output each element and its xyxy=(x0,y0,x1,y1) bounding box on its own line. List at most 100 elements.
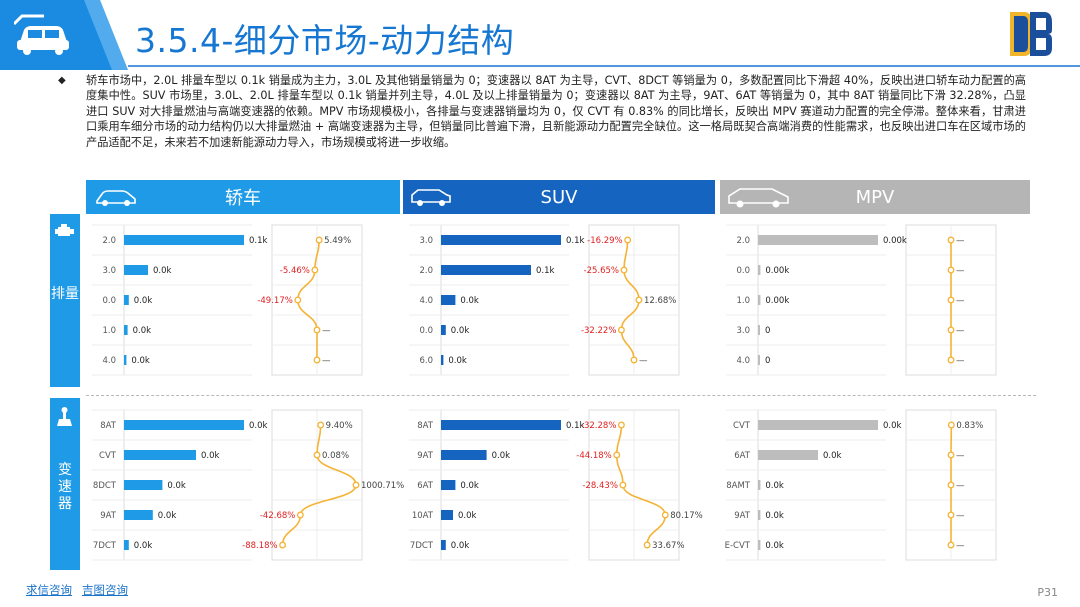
bar xyxy=(441,355,444,365)
growth-label: — xyxy=(956,541,965,551)
segment-header-suv: SUV xyxy=(403,180,715,214)
value-label: 0.0k xyxy=(451,541,470,551)
value-label: 0.0k xyxy=(249,421,268,431)
category-label: 9AT xyxy=(417,451,434,461)
bar xyxy=(441,450,487,460)
growth-label: — xyxy=(956,236,965,246)
growth-label: — xyxy=(322,356,331,366)
category-label: 6.0 xyxy=(419,356,433,366)
growth-point xyxy=(317,421,325,429)
growth-label: 0.83% xyxy=(956,421,983,431)
bar xyxy=(758,235,878,245)
growth-point xyxy=(617,421,625,429)
value-label: 0.0k xyxy=(492,451,511,461)
category-label: CVT xyxy=(99,451,117,461)
growth-label: -25.65% xyxy=(584,266,619,276)
sedan-icon xyxy=(96,190,136,206)
category-label: 9AT xyxy=(734,511,751,521)
bar xyxy=(124,265,148,275)
growth-point xyxy=(313,451,321,459)
category-label: 3.0 xyxy=(102,266,116,276)
growth-label: 33.67% xyxy=(652,541,684,551)
growth-label: -5.46% xyxy=(280,266,310,276)
growth-point xyxy=(947,541,955,549)
footer-link-qiuxin[interactable]: 求信咨询 xyxy=(26,583,72,597)
growth-label: 12.68% xyxy=(644,296,676,306)
bar xyxy=(441,510,453,520)
category-label: 3.0 xyxy=(736,326,750,336)
bar xyxy=(124,510,153,520)
value-label: 0.0k xyxy=(765,481,784,491)
category-label: 2.0 xyxy=(419,266,433,276)
growth-label: — xyxy=(322,326,331,336)
category-label: CVT xyxy=(733,421,751,431)
bar xyxy=(441,480,456,490)
growth-point xyxy=(947,421,955,429)
bar xyxy=(441,420,561,430)
bar xyxy=(758,265,761,275)
value-label: 0.1k xyxy=(536,266,555,276)
category-label: 0.0 xyxy=(419,326,433,336)
value-label: 0.0k xyxy=(460,296,479,306)
value-label: 0.0k xyxy=(451,326,470,336)
bar xyxy=(124,325,128,335)
growth-label: -16.29% xyxy=(587,236,622,246)
bar xyxy=(124,235,244,245)
growth-point xyxy=(947,266,955,274)
bar xyxy=(758,450,818,460)
growth-point xyxy=(624,236,632,244)
value-label: 0.0k xyxy=(458,511,477,521)
page-title: 3.5.4-细分市场-动力结构 xyxy=(135,21,515,60)
engine-icon xyxy=(55,224,74,236)
growth-point xyxy=(947,481,955,489)
bar xyxy=(758,325,760,335)
category-label: 10AT xyxy=(412,511,434,521)
growth-label: -42.68% xyxy=(260,511,295,521)
bar xyxy=(758,355,760,365)
value-label: 0.1k xyxy=(566,236,585,246)
category-label: 8DCT xyxy=(93,481,117,491)
growth-point xyxy=(620,266,628,274)
bar xyxy=(441,325,446,335)
row-label-displacement: 排量 xyxy=(51,286,79,302)
growth-label: -44.18% xyxy=(576,451,611,461)
growth-label: 1000.71% xyxy=(361,481,404,491)
value-label: 0.0k xyxy=(167,481,186,491)
footer-link-jitu[interactable]: 吉图咨询 xyxy=(82,583,128,597)
growth-point xyxy=(313,356,321,364)
growth-label: -28.43% xyxy=(582,481,617,491)
page-number: P31 xyxy=(1037,586,1058,599)
category-label: 2.0 xyxy=(736,236,750,246)
category-label: 7DCT xyxy=(93,541,117,551)
bar xyxy=(441,235,561,245)
category-label: 0.0 xyxy=(736,266,750,276)
growth-label: — xyxy=(956,326,965,336)
category-label: 1.0 xyxy=(736,296,750,306)
growth-point xyxy=(947,356,955,364)
value-label: 0.00k xyxy=(883,236,907,246)
growth-point xyxy=(279,541,287,549)
value-label: 0.00k xyxy=(765,296,789,306)
value-label: 0.0k xyxy=(133,326,152,336)
segment-label: MPV xyxy=(855,186,895,208)
category-label: 6AT xyxy=(734,451,751,461)
growth-line xyxy=(281,424,357,546)
value-label: 0.0k xyxy=(131,356,150,366)
category-label: 9AT xyxy=(100,511,117,521)
bar xyxy=(758,510,761,520)
bar xyxy=(124,480,163,490)
growth-point xyxy=(313,326,321,334)
category-label: 8AT xyxy=(100,421,117,431)
growth-label: 9.40% xyxy=(326,421,353,431)
value-label: 0.0k xyxy=(134,296,153,306)
category-label: E-CVT xyxy=(725,541,751,551)
category-label: 6AT xyxy=(417,481,434,491)
growth-point xyxy=(630,356,638,364)
growth-label: 80.17% xyxy=(670,511,702,521)
category-label: 4.0 xyxy=(419,296,433,306)
value-label: 0.1k xyxy=(249,236,268,246)
bar xyxy=(124,540,129,550)
brand-logo-icon xyxy=(1010,12,1052,56)
bar xyxy=(758,295,761,305)
growth-label: — xyxy=(956,356,965,366)
